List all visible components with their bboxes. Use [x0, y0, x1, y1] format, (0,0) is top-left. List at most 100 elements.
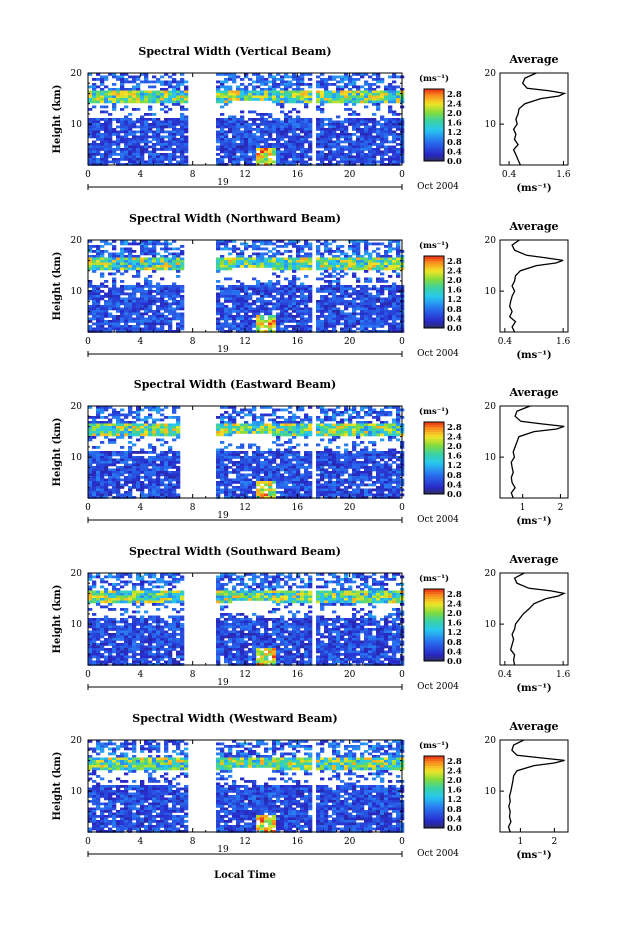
heatmap-cell	[176, 93, 181, 96]
heatmap-cell	[316, 125, 321, 129]
heatmap-cell	[96, 327, 101, 331]
heatmap-cell	[232, 158, 237, 161]
heatmap-cell	[380, 312, 385, 316]
date-text: Oct 2004	[417, 182, 459, 192]
heatmap-cell	[184, 88, 189, 91]
heatmap-cell	[248, 140, 253, 144]
heatmap-cell	[292, 160, 297, 164]
heatmap-cell	[296, 431, 301, 434]
heatmap-cell	[152, 120, 157, 124]
heatmap-cell	[380, 456, 385, 459]
heatmap-cell	[220, 98, 225, 101]
heatmap-cell	[100, 158, 105, 161]
heatmap-cell	[300, 295, 305, 298]
heatmap-cell	[276, 280, 281, 283]
heatmap-cell	[276, 118, 281, 121]
heatmap-cell	[96, 100, 101, 104]
heatmap-cell	[260, 295, 265, 298]
heatmap-cell	[352, 408, 357, 412]
heatmap-cell	[372, 297, 377, 301]
heatmap-cell	[332, 423, 337, 427]
heatmap-cell	[392, 451, 397, 454]
heatmap-cell	[172, 431, 177, 434]
heatmap-cell	[172, 290, 177, 293]
heatmap-cell	[324, 433, 329, 437]
heatmap-cell	[104, 330, 109, 333]
heatmap-cell	[292, 135, 297, 139]
heatmap-cell	[328, 287, 333, 291]
heatmap-cell	[252, 90, 257, 94]
heatmap-cell	[284, 277, 289, 281]
heatmap-cell	[116, 158, 121, 161]
heatmap-cell	[344, 155, 349, 159]
heatmap-cell	[308, 85, 313, 89]
heatmap-cell	[220, 413, 225, 417]
heatmap-cell	[280, 123, 285, 126]
heatmap-cell	[276, 448, 281, 452]
heatmap-cell	[104, 423, 109, 427]
heatmap-cell	[304, 140, 309, 144]
heatmap-cell	[392, 307, 397, 311]
heatmap-cell	[276, 423, 281, 427]
heatmap-cell	[276, 135, 281, 139]
heatmap-cell	[364, 327, 369, 331]
heatmap-cell	[364, 260, 369, 263]
colorbar-segment	[424, 134, 444, 138]
heatmap-cell	[360, 260, 365, 263]
heatmap-cell	[108, 418, 113, 422]
heatmap-cell	[328, 320, 333, 323]
heatmap-cell	[160, 307, 165, 311]
heatmap-cell	[360, 287, 365, 291]
heatmap-cell	[384, 317, 389, 321]
heatmap-cell	[228, 317, 233, 321]
heatmap-cell	[260, 456, 265, 459]
heatmap-cell	[384, 93, 389, 96]
heatmap-cell	[372, 95, 377, 99]
heatmap-cell	[264, 310, 269, 313]
heatmap-cell	[236, 325, 241, 328]
colorbar-segment	[424, 304, 444, 307]
heatmap-cell	[224, 300, 229, 303]
heatmap-cell	[280, 130, 285, 134]
heatmap-cell	[344, 120, 349, 124]
heatmap-cell	[244, 265, 249, 268]
heatmap-cell	[292, 100, 297, 104]
heatmap-cell	[260, 240, 265, 243]
heatmap-cell	[344, 431, 349, 434]
heatmap-cell	[180, 327, 185, 331]
heatmap-cell	[176, 300, 181, 303]
heatmap-cell	[152, 245, 157, 248]
heatmap-cell	[240, 287, 245, 291]
heatmap-cell	[132, 78, 137, 81]
heatmap-cell	[328, 322, 333, 326]
heatmap-cell	[148, 265, 153, 268]
heatmap-cell	[96, 163, 101, 166]
heatmap-cell	[332, 451, 337, 454]
heatmap-cell	[140, 312, 145, 316]
heatmap-cell	[172, 88, 177, 91]
heatmap-cell	[332, 285, 337, 288]
heatmap-cell	[144, 113, 149, 116]
heatmap-cell	[256, 78, 261, 81]
heatmap-cell	[352, 85, 357, 89]
heatmap-cell	[288, 128, 293, 131]
heatmap-cell	[220, 305, 225, 308]
heatmap-cell	[172, 297, 177, 301]
heatmap-cell	[104, 458, 109, 462]
heatmap-cell	[140, 292, 145, 296]
heatmap-cell	[324, 80, 329, 84]
heatmap-cell	[128, 295, 133, 298]
heatmap-cell	[144, 245, 149, 248]
heatmap-cell	[260, 95, 265, 99]
heatmap-cell	[232, 421, 237, 424]
heatmap-cell	[180, 90, 185, 94]
colorbar-segment	[424, 151, 444, 155]
heatmap-cell	[316, 93, 321, 96]
heatmap-cell	[164, 310, 169, 313]
heatmap-cell	[284, 242, 289, 246]
heatmap-cell	[316, 322, 321, 326]
heatmap-cell	[396, 426, 401, 429]
heatmap-cell	[316, 307, 321, 311]
heatmap-cell	[232, 416, 237, 419]
heatmap-cell	[148, 282, 153, 286]
